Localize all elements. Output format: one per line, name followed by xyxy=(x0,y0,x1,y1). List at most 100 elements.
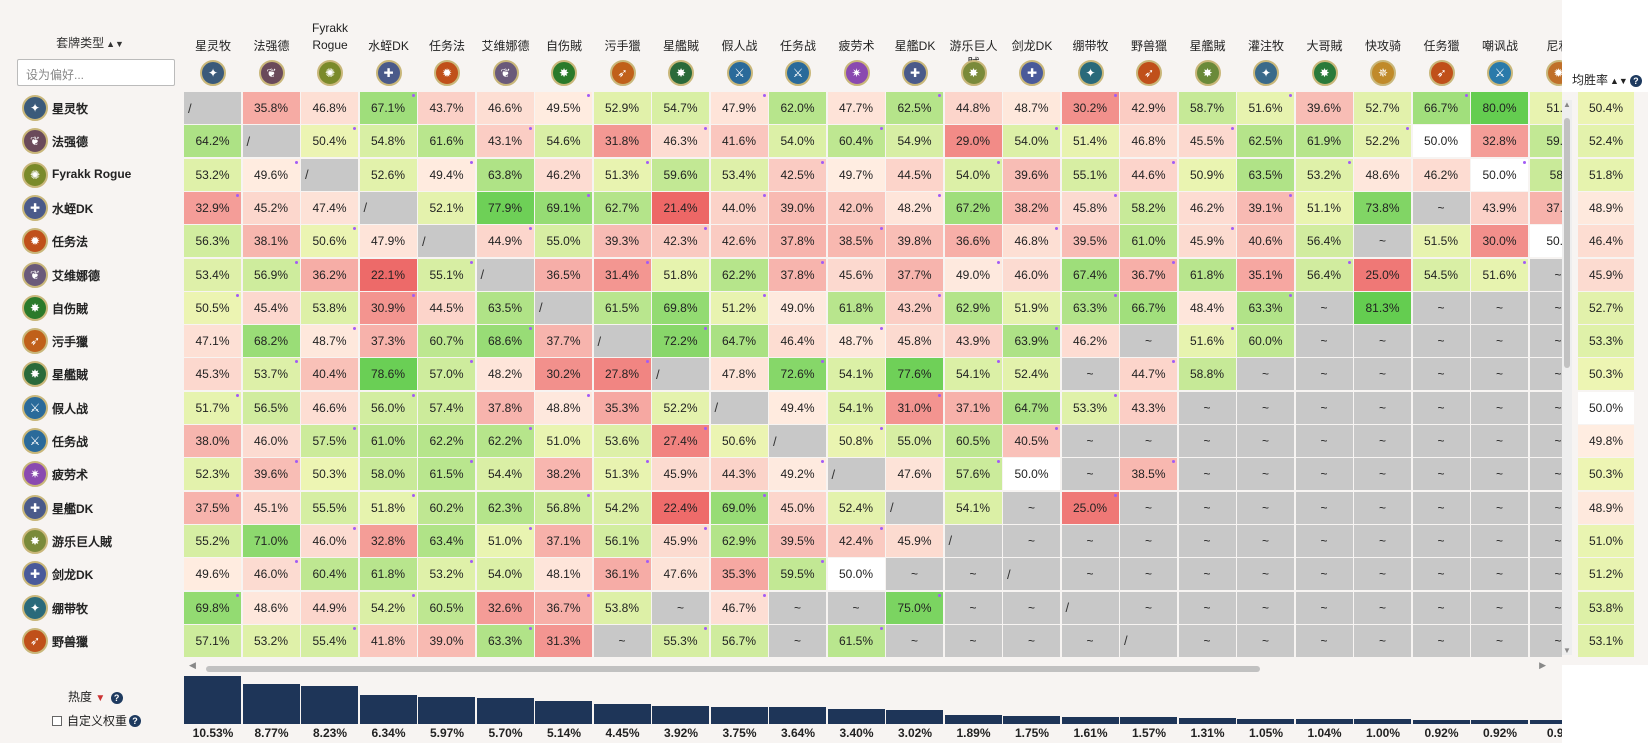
vertical-scroll-thumb[interactable] xyxy=(1564,118,1570,368)
matchup-cell[interactable]: 50.8% xyxy=(827,425,885,457)
matchup-cell[interactable]: 69.0% xyxy=(710,491,768,524)
matchup-cell[interactable]: 69.8% xyxy=(184,591,241,624)
matchup-cell[interactable]: 43.3% xyxy=(1120,391,1177,424)
matchup-cell[interactable]: ~ xyxy=(1061,524,1119,557)
matchup-cell[interactable]: 46.4% xyxy=(769,325,826,358)
matchup-cell[interactable]: 54.1% xyxy=(827,358,885,391)
column-header[interactable]: 星灵牧 ✦ xyxy=(184,0,242,92)
matchup-cell[interactable]: 56.3% xyxy=(184,225,241,258)
matchup-cell[interactable]: 72.2% xyxy=(652,325,709,358)
matchup-cell[interactable]: ~ xyxy=(1237,591,1294,624)
matchup-cell[interactable]: 43.2% xyxy=(886,291,943,324)
matchup-cell[interactable]: 38.5% xyxy=(827,225,885,258)
matchup-cell[interactable]: ~ xyxy=(1412,624,1470,657)
matchup-cell[interactable]: 54.7% xyxy=(652,92,709,124)
matchup-cell[interactable]: 68.6% xyxy=(476,325,534,358)
matchup-cell[interactable]: 54.1% xyxy=(944,491,1002,524)
matchup-cell[interactable]: ~ xyxy=(1412,524,1470,557)
row-header[interactable]: ❦ 艾维娜德 xyxy=(20,259,184,292)
matchup-cell[interactable]: ~ xyxy=(1178,491,1236,524)
matchup-cell[interactable]: 45.6% xyxy=(827,258,885,291)
matchup-cell[interactable]: 48.4% xyxy=(1178,291,1236,324)
matchup-cell[interactable]: 39.6% xyxy=(242,458,300,491)
matchup-cell[interactable]: 46.2% xyxy=(1061,325,1119,358)
matchup-cell[interactable]: 57.5% xyxy=(301,425,358,457)
mirror-cell[interactable]: / xyxy=(476,258,534,291)
matchup-cell[interactable]: 47.4% xyxy=(301,191,358,224)
matchup-cell[interactable]: 54.0% xyxy=(769,125,826,158)
matchup-cell[interactable]: 63.3% xyxy=(1061,291,1119,324)
matchup-cell[interactable]: ~ xyxy=(944,558,1002,591)
matchup-cell[interactable]: ~ xyxy=(1354,491,1411,524)
matchup-cell[interactable]: 68.2% xyxy=(242,325,300,358)
matchup-cell[interactable]: ~ xyxy=(886,558,943,591)
sort-arrows-icon[interactable]: ▲▼ xyxy=(106,39,124,49)
matchup-cell[interactable]: ~ xyxy=(652,591,709,624)
matchup-cell[interactable]: ~ xyxy=(1237,624,1294,657)
matchup-cell[interactable]: ~ xyxy=(1354,458,1411,491)
matchup-cell[interactable]: 62.5% xyxy=(886,92,943,124)
column-header[interactable]: 艾维娜德 ❦ xyxy=(477,0,535,92)
matchup-cell[interactable]: ~ xyxy=(1295,624,1353,657)
matchup-cell[interactable]: ~ xyxy=(1061,425,1119,457)
matchup-cell[interactable]: ~ xyxy=(827,591,885,624)
matchup-cell[interactable]: ~ xyxy=(1237,391,1294,424)
column-header[interactable]: 绷带牧 ✦ xyxy=(1062,0,1120,92)
matchup-cell[interactable]: 60.2% xyxy=(418,491,475,524)
matchup-cell[interactable]: 53.8% xyxy=(593,591,651,624)
matchup-cell[interactable]: 61.8% xyxy=(359,558,417,591)
sort-desc-icon[interactable]: ▼ xyxy=(95,693,106,704)
matchup-cell[interactable]: 37.5% xyxy=(184,491,241,524)
matchup-cell[interactable]: 46.8% xyxy=(1003,225,1060,258)
matchup-cell[interactable]: 50.4% xyxy=(301,125,358,158)
matchup-cell[interactable]: ~ xyxy=(593,624,651,657)
matchup-cell[interactable]: ~ xyxy=(1061,558,1119,591)
matchup-cell[interactable]: 52.3% xyxy=(184,458,241,491)
column-header[interactable]: 任务战 ⚔ xyxy=(769,0,827,92)
matchup-cell[interactable]: 51.5% xyxy=(1412,225,1470,258)
matchup-cell[interactable]: 49.6% xyxy=(242,158,300,191)
matchup-cell[interactable]: 57.4% xyxy=(418,391,475,424)
matchup-cell[interactable]: 56.4% xyxy=(1295,258,1353,291)
matchup-cell[interactable]: 64.7% xyxy=(1003,391,1060,424)
mirror-cell[interactable]: / xyxy=(535,291,592,324)
matchup-cell[interactable]: 53.7% xyxy=(242,358,300,391)
matchup-cell[interactable]: 53.2% xyxy=(418,558,475,591)
mirror-cell[interactable]: / xyxy=(944,524,1002,557)
column-header[interactable]: 尼利 ✹ xyxy=(1530,0,1562,92)
matchup-cell[interactable]: 69.8% xyxy=(652,291,709,324)
vertical-scrollbar[interactable]: ▲ ▼ xyxy=(1562,100,1572,655)
matchup-cell[interactable]: 42.6% xyxy=(710,225,768,258)
mirror-cell[interactable]: / xyxy=(184,92,241,124)
row-header[interactable]: ⚔ 假人战 xyxy=(20,392,184,425)
matchup-cell[interactable]: 58.7% xyxy=(1178,92,1236,124)
matchup-cell[interactable]: 49.6% xyxy=(184,558,241,591)
matchup-cell[interactable]: 51.2% xyxy=(710,291,768,324)
matchup-cell[interactable]: 50.0% xyxy=(1003,458,1060,491)
matchup-cell[interactable]: 46.7% xyxy=(710,591,768,624)
matchup-cell[interactable]: ~ xyxy=(1237,358,1294,391)
matchup-cell[interactable]: ~ xyxy=(1412,358,1470,391)
matchup-cell[interactable]: 47.7% xyxy=(827,92,885,124)
matchup-cell[interactable]: 77.6% xyxy=(886,358,943,391)
matchup-cell[interactable]: ~ xyxy=(1412,458,1470,491)
matchup-cell[interactable]: ~ xyxy=(1412,558,1470,591)
matchup-cell[interactable]: 41.6% xyxy=(710,125,768,158)
matchup-cell[interactable]: 53.8% xyxy=(301,291,358,324)
matchup-cell[interactable]: 77.9% xyxy=(476,191,534,224)
matchup-cell[interactable]: ~ xyxy=(1354,391,1411,424)
matchup-cell[interactable]: 67.1% xyxy=(359,92,417,124)
matchup-cell[interactable]: ~ xyxy=(1471,491,1528,524)
matchup-cell[interactable]: 46.0% xyxy=(301,524,358,557)
matchup-cell[interactable]: 61.6% xyxy=(418,125,475,158)
matchup-cell[interactable]: ~ xyxy=(1295,491,1353,524)
scroll-left-icon[interactable]: ◀ xyxy=(189,660,196,670)
matchup-cell[interactable]: 32.6% xyxy=(476,591,534,624)
matchup-cell[interactable]: 75.0% xyxy=(886,591,943,624)
matchup-cell[interactable]: 22.4% xyxy=(652,491,709,524)
matchup-cell[interactable]: 32.9% xyxy=(184,191,241,224)
matchup-cell[interactable]: 46.2% xyxy=(535,158,592,191)
matchup-cell[interactable]: 37.8% xyxy=(476,391,534,424)
matchup-cell[interactable]: ~ xyxy=(1178,524,1236,557)
scroll-down-icon[interactable]: ▼ xyxy=(1563,646,1571,655)
